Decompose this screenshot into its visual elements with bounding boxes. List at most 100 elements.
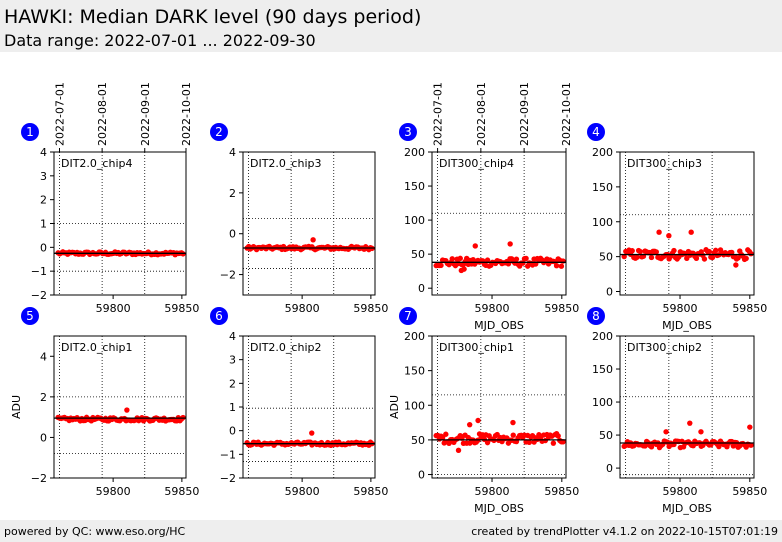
series-label: DIT300_chip3 <box>627 157 702 170</box>
y-tick-label: 50 <box>411 248 425 261</box>
y-tick-label: 200 <box>404 330 425 343</box>
x-tick-label: 59800 <box>285 485 320 498</box>
data-point <box>748 442 754 448</box>
x-tick-label: 59850 <box>353 485 388 498</box>
y-tick-label: 0 <box>40 431 47 444</box>
data-point <box>455 447 462 453</box>
y-tick-label: 100 <box>404 399 425 412</box>
data-point <box>484 257 491 263</box>
y-tick-label: 0 <box>418 469 425 482</box>
x-tick-label: 59800 <box>285 302 320 315</box>
panel-badge <box>587 307 605 325</box>
y-tick-label: 200 <box>592 146 613 159</box>
series-label: DIT300_chip2 <box>627 341 702 354</box>
data-point <box>553 263 560 269</box>
panel-badge <box>21 123 39 141</box>
data-point <box>550 440 557 446</box>
panel-badge-number: 7 <box>404 309 412 323</box>
panel-badge <box>210 123 228 141</box>
data-point <box>309 430 315 436</box>
top-date-label: 2022-08-01 <box>96 82 109 146</box>
top-date-label: 2022-07-01 <box>54 82 67 146</box>
data-point <box>458 267 465 274</box>
panel-badge-number: 6 <box>215 309 223 323</box>
plot-frame <box>619 151 755 296</box>
plot-frame <box>431 151 567 296</box>
data-point <box>629 248 635 254</box>
data-point <box>706 248 712 255</box>
y-tick-label: 50 <box>599 251 613 264</box>
data-point <box>637 248 643 255</box>
footer-version: created by trendPlotter v4.1.2 on 2022-1… <box>471 525 778 538</box>
data-point <box>449 256 455 262</box>
x-tick-label: 59800 <box>96 485 131 498</box>
x-axis-label: MJD_OBS <box>662 319 712 332</box>
y-tick-label: −2 <box>220 472 236 485</box>
data-point <box>666 233 672 239</box>
x-axis-label: MJD_OBS <box>474 502 524 515</box>
data-point <box>663 429 669 435</box>
y-tick-label: 150 <box>404 365 425 378</box>
plot-frame <box>242 335 376 479</box>
footer-band: powered by QC: www.eso.org/HC created by… <box>0 520 782 542</box>
y-axis-label: ADU <box>388 395 401 419</box>
y-tick-label: 4 <box>229 330 236 343</box>
panel-3: 0 50 100 150 200 59800 59850 2022-07-01 2022-08-… <box>399 82 579 332</box>
data-point <box>621 253 627 260</box>
top-date-label: 2022-08-01 <box>475 82 488 146</box>
y-tick-label: 2 <box>40 391 47 404</box>
data-point <box>709 254 716 261</box>
panel-badge-number: 2 <box>215 125 223 139</box>
data-point <box>124 407 130 413</box>
data-point <box>475 417 481 424</box>
data-point <box>748 250 754 257</box>
y-axis-label: ADU <box>10 395 23 419</box>
series-label: DIT300_chip1 <box>439 341 514 354</box>
data-point <box>555 433 561 439</box>
y-tick-label: 0 <box>418 282 425 295</box>
y-tick-label: 3 <box>229 354 236 367</box>
y-tick-label: 100 <box>404 214 425 227</box>
y-tick-label: −2 <box>220 269 236 282</box>
plot-frame <box>619 335 755 479</box>
series-label: DIT2.0_chip3 <box>250 157 321 170</box>
data-point <box>688 229 694 235</box>
page-subtitle: Data range: 2022-07-01 ... 2022-09-30 <box>4 31 316 50</box>
y-tick-label: 200 <box>404 146 425 159</box>
y-tick-label: 150 <box>592 363 613 376</box>
data-point <box>507 241 513 247</box>
x-axis-label: MJD_OBS <box>662 502 712 515</box>
x-tick-label: 59850 <box>732 485 767 498</box>
x-tick-label: 59850 <box>544 302 579 315</box>
data-point <box>698 429 704 435</box>
top-date-label: 2022-09-01 <box>139 82 152 146</box>
panel-8: 0 50 100 150 200 59800 59850 DIT300_chip2 MJD_OB… <box>587 307 767 515</box>
y-tick-label: 150 <box>404 180 425 193</box>
panel-1: −2 −1 0 1 2 3 4 59800 59850 2022-07-01 2022-08-01 2… <box>21 82 199 315</box>
panel-badge <box>210 307 228 325</box>
page-title: HAWKI: Median DARK level (90 days period… <box>4 6 422 28</box>
y-tick-label: 1 <box>229 401 236 414</box>
y-tick-label: 50 <box>599 429 613 442</box>
y-tick-label: 0 <box>229 228 236 241</box>
y-tick-label: 0 <box>606 462 613 475</box>
data-point <box>523 255 529 262</box>
data-point <box>443 431 449 437</box>
top-date-label: 2022-10-01 <box>180 82 193 146</box>
x-axis-label: MJD_OBS <box>474 319 524 332</box>
y-tick-label: 4 <box>40 350 47 363</box>
panel-badge <box>399 123 417 141</box>
panel-badge-number: 4 <box>592 125 600 139</box>
data-point <box>466 421 473 428</box>
data-point <box>733 262 739 268</box>
panel-badge-number: 3 <box>404 125 412 139</box>
data-point <box>558 263 565 269</box>
y-tick-label: 2 <box>229 187 236 200</box>
panel-4: 0 50 100 150 200 59800 59850 DIT300_chip3 MJD_OB… <box>587 123 767 332</box>
x-tick-label: 59850 <box>164 485 199 498</box>
y-tick-label: −1 <box>220 448 236 461</box>
x-tick-label: 59850 <box>164 302 199 315</box>
footer-credit: powered by QC: www.eso.org/HC <box>4 525 186 538</box>
